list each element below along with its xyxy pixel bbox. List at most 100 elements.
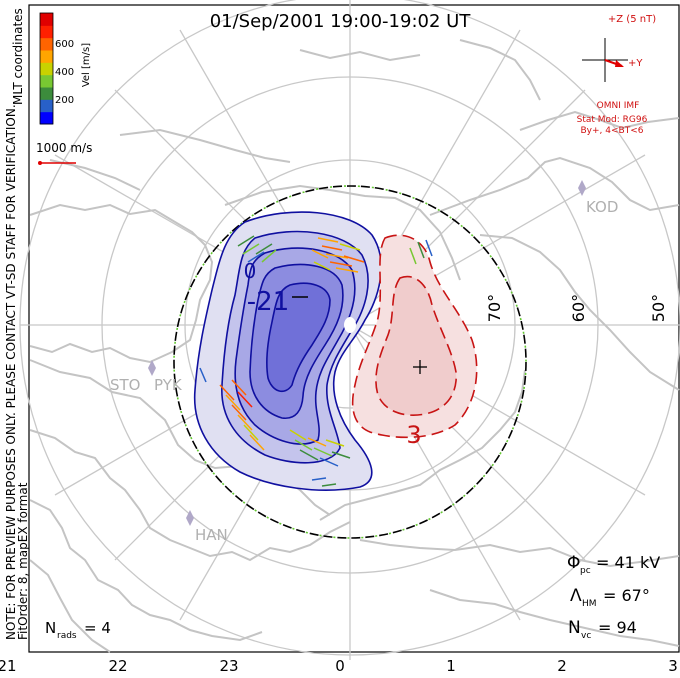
velocity-vector <box>237 391 253 408</box>
imf-y-label: +Y <box>628 58 643 69</box>
mlt-tick-label: 23 <box>219 657 238 674</box>
velocity-vector <box>242 243 260 255</box>
velocity-vector <box>225 394 241 411</box>
coast-line <box>224 184 461 281</box>
station-marker <box>186 510 194 526</box>
velocity-vector <box>321 245 343 251</box>
station-label-sto: STO <box>110 376 141 394</box>
hm-boundary-circle <box>173 185 527 539</box>
mlt-tick-label: 22 <box>108 657 127 674</box>
vector-fan-top-left <box>237 235 277 263</box>
stat-lambda-symbol: Λ <box>570 586 582 606</box>
velocity-vector <box>311 249 329 259</box>
station-marker <box>148 360 156 376</box>
coast-line <box>29 559 111 653</box>
vector-fan-bottom <box>289 429 351 487</box>
colorbar-swatch <box>40 99 53 113</box>
contour-4 <box>265 282 331 393</box>
mlt-tick-label: 1 <box>446 657 456 674</box>
velocity-vector <box>261 249 277 263</box>
plot-frame <box>28 4 680 653</box>
velocity-vector <box>325 439 345 447</box>
coast-line <box>429 589 680 647</box>
imf-z-label: +Z (5 nT) <box>608 14 656 25</box>
reference-vector-dot <box>38 161 42 165</box>
coastlines <box>29 39 680 653</box>
velocity-vector <box>321 483 337 487</box>
note-preview: NOTE: FOR PREVIEW PURPOSES ONLY. PLEASE … <box>4 104 18 640</box>
latitude-label-50: 50° <box>649 294 668 322</box>
mlt-tick-label: 0 <box>335 657 345 674</box>
velocity-vector <box>255 243 273 255</box>
mlt-tick-label: 2 <box>557 657 567 674</box>
velocity-vector <box>339 243 361 251</box>
vector-fan-left <box>199 367 265 451</box>
imf-condition: By+, 4<BT<6 <box>581 126 644 136</box>
imf-model: Stat Mod: RG96 <box>577 115 648 125</box>
latitude-label-60: 60° <box>569 294 588 322</box>
colorbar-swatch <box>40 13 53 26</box>
velocity-vector <box>409 247 417 265</box>
station-label-kod: KOD <box>586 198 618 216</box>
colorbar-label: Vel [m/s] <box>81 43 92 87</box>
velocity-vector <box>343 255 365 263</box>
station-label-pyk: PYK <box>154 376 183 394</box>
colorbar-outline <box>39 12 54 125</box>
colorbar-swatch <box>40 25 53 39</box>
coast-line <box>119 128 291 163</box>
pole-gap <box>344 317 356 333</box>
coast-line <box>29 429 351 562</box>
positive-potential-cell <box>351 234 478 439</box>
velocity-vector <box>231 404 247 421</box>
velocity-vector <box>219 384 235 401</box>
stat-lambda-value: = 67° <box>603 586 650 605</box>
velocity-vector <box>335 267 359 273</box>
colorbar-swatch <box>40 37 53 51</box>
coast-line <box>299 49 421 62</box>
velocity-vector <box>249 434 265 451</box>
imf-source: OMNI IMF <box>597 101 640 111</box>
velocity-vector <box>289 429 307 441</box>
station-marker <box>578 180 586 196</box>
stations: KOD STO PYK HAN <box>110 180 618 544</box>
stat-nrads-symbol: N <box>45 619 56 637</box>
stat-nrads-value: = 4 <box>84 619 111 637</box>
coast-line <box>49 159 141 191</box>
stat-nrads-sub: rads <box>57 631 77 641</box>
plot-title: 01/Sep/2001 19:00-19:02 UT <box>210 11 472 32</box>
stat-phi-symbol: Φ <box>567 553 580 573</box>
velocity-vector <box>319 457 339 467</box>
velocity-vector <box>331 451 351 459</box>
velocity-vector <box>325 253 349 259</box>
velocity-vector <box>237 235 255 247</box>
stat-lambda-hm: Λ HM = 67° <box>570 586 650 609</box>
mlt-tick-label: 21 <box>0 657 17 674</box>
stat-phi-pc: Φ pc = 41 kV <box>567 553 660 576</box>
contour-positive-2 <box>375 275 457 416</box>
coast-line <box>479 234 680 391</box>
coast-line <box>359 539 680 568</box>
vector-fan-top <box>311 237 365 273</box>
contour-label-3: 3 <box>406 421 421 449</box>
velocity-vector <box>425 239 433 257</box>
stat-lambda-sub: HM <box>582 599 597 609</box>
coast-line <box>459 39 541 101</box>
colorbar-swatch <box>40 87 53 100</box>
station-label-han: HAN <box>195 526 228 544</box>
velocity-vector <box>313 447 333 457</box>
velocity-vectors <box>199 235 433 487</box>
coast-line <box>519 110 680 131</box>
colorbar-tick-200: 200 <box>55 95 74 106</box>
coast-line <box>319 369 526 521</box>
imf-indicator <box>582 38 628 82</box>
velocity-vector <box>329 261 353 267</box>
colorbar-tick-400: 400 <box>55 67 74 78</box>
hm-boundary <box>173 185 527 539</box>
velocity-vector <box>417 241 425 259</box>
velocity-vector <box>247 251 265 263</box>
colorbar-swatch <box>40 74 53 88</box>
stat-nvc-sub: vc <box>581 631 591 641</box>
stat-n-rads: N rads = 4 <box>45 619 111 641</box>
stat-n-vc: N vc = 94 <box>568 618 637 641</box>
